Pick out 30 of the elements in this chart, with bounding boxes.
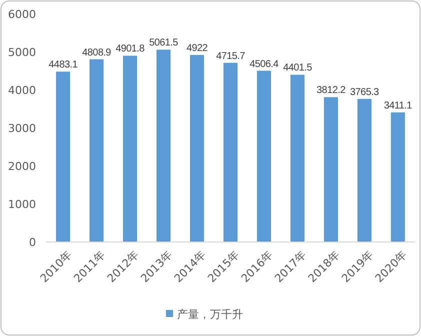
bar (190, 54, 204, 242)
y-tick-label: 3000 (8, 122, 36, 135)
bar (56, 72, 70, 242)
data-label: 5061.5 (149, 38, 179, 49)
bar (123, 56, 138, 242)
legend-label: 产量，万千升 (177, 308, 243, 321)
y-tick-label: 4000 (8, 84, 36, 97)
data-label: 3765.3 (350, 86, 380, 98)
data-label: 4715.7 (216, 50, 246, 62)
data-label: 3411.1 (384, 100, 413, 112)
bar (390, 112, 405, 242)
y-tick-label: 6000 (8, 8, 36, 21)
y-tick-label: 0 (29, 236, 36, 249)
data-label: 4401.5 (283, 62, 313, 74)
y-tick-label: 5000 (8, 46, 36, 59)
bar (290, 74, 304, 242)
data-label: 4506.4 (250, 58, 280, 70)
bar (324, 97, 338, 242)
bar (90, 59, 104, 242)
bar (223, 62, 238, 242)
bar (357, 98, 372, 242)
bar (256, 70, 272, 242)
data-label: 4483.1 (48, 60, 78, 71)
data-label: 3812.2 (316, 85, 346, 96)
data-label: 4808.9 (82, 47, 112, 58)
y-tick-label: 2000 (8, 160, 36, 173)
y-tick-label: 1000 (8, 198, 36, 211)
data-label: 4922 (186, 42, 208, 54)
bar (156, 50, 171, 242)
data-label: 4901.8 (116, 44, 146, 55)
